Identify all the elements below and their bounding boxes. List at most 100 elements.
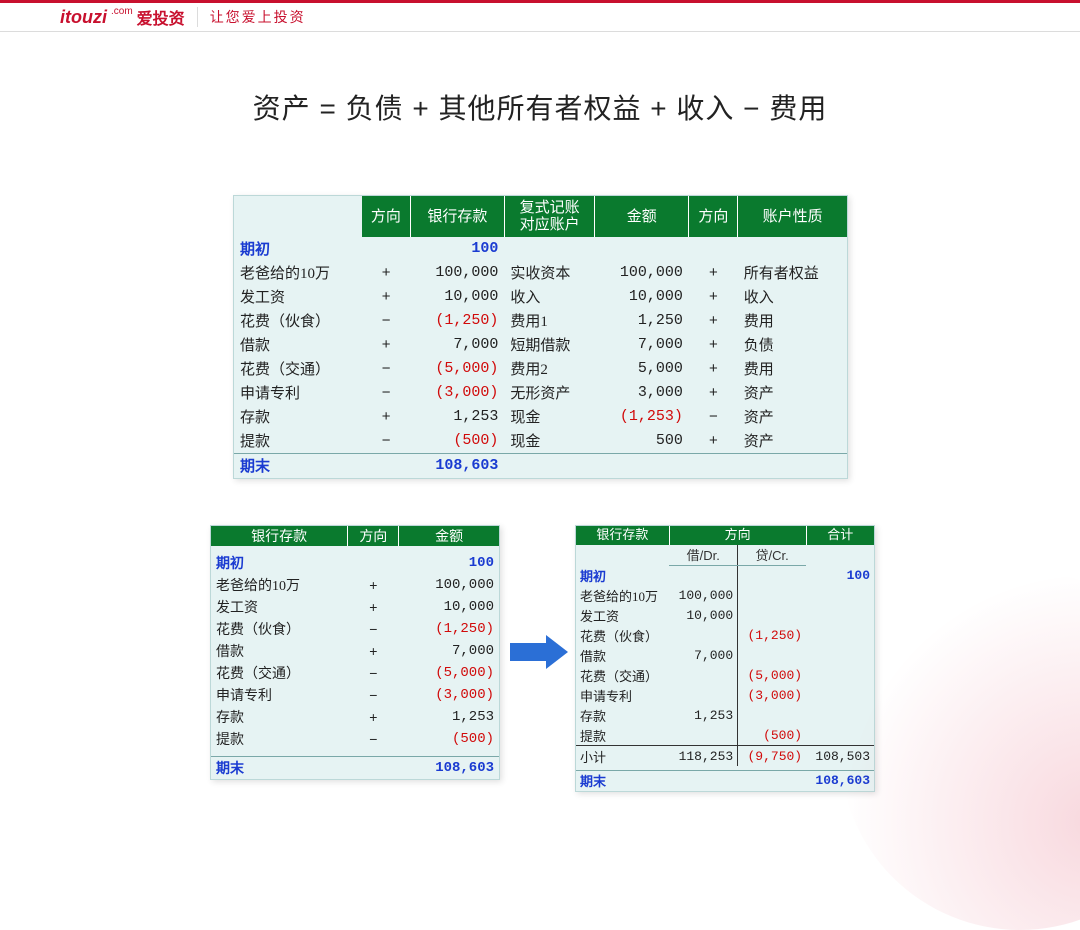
dir: − [348, 728, 399, 750]
dir: − [348, 662, 399, 684]
col-bank: 银行存款 [410, 196, 504, 237]
logo-text: itouzi [60, 7, 107, 28]
opening-row: 期初 100 [211, 552, 499, 574]
table-row: 发工资+10,000 [211, 596, 499, 618]
arrow-icon [510, 635, 570, 669]
col-amt: 金额 [399, 526, 499, 546]
table-row: 存款1,253 [576, 705, 874, 725]
credit: (500) [738, 725, 806, 746]
row-label: 借款 [234, 333, 362, 357]
dir: + [348, 640, 399, 662]
dir2: + [689, 261, 738, 285]
acct-nature: 资产 [738, 381, 847, 405]
bank-amount: (3,000) [410, 381, 504, 405]
row-label: 申请专利 [234, 381, 362, 405]
credit [738, 605, 806, 625]
row-label: 老爸给的10万 [576, 585, 669, 605]
dir2: + [689, 429, 738, 454]
credit: (5,000) [738, 665, 806, 685]
bank-amount: 7,000 [410, 333, 504, 357]
opening-row: 期初 100 [234, 237, 847, 261]
counter-account: 短期借款 [504, 333, 594, 357]
acct-nature: 费用 [738, 357, 847, 381]
sub-cr: 贷/Cr. [738, 545, 806, 566]
row-label: 存款 [576, 705, 669, 725]
table-row: 花费（交通）−(5,000)费用25,000+费用 [234, 357, 847, 381]
table-row: 花费（伙食）−(1,250) [211, 618, 499, 640]
subtotal-row: 小计 118,253 (9,750) 108,503 [576, 746, 874, 767]
dir: − [348, 684, 399, 706]
dir2: + [689, 309, 738, 333]
opening-label: 期初 [576, 565, 669, 585]
table-row: 借款7,000 [576, 645, 874, 665]
row-label: 提款 [234, 429, 362, 454]
col-bank: 银行存款 [211, 526, 348, 546]
col-amt: 金额 [595, 196, 689, 237]
col-dir1: 方向 [362, 196, 410, 237]
row-label: 花费（交通） [234, 357, 362, 381]
table-row: 申请专利−(3,000) [211, 684, 499, 706]
credit: (1,250) [738, 625, 806, 645]
logo-com: .com [111, 6, 133, 17]
table-row: 老爸给的10万100,000 [576, 585, 874, 605]
counter-account: 费用1 [504, 309, 594, 333]
amount: 10,000 [399, 596, 499, 618]
amount: (500) [399, 728, 499, 750]
acct-nature: 资产 [738, 405, 847, 429]
table-row: 发工资+10,000收入10,000+收入 [234, 285, 847, 309]
bank-amount: (500) [410, 429, 504, 454]
col-dir: 方向 [669, 526, 806, 545]
sub-dr: 借/Dr. [669, 545, 737, 566]
dir1: − [362, 381, 410, 405]
bank-amount: 100,000 [410, 261, 504, 285]
counter-account: 现金 [504, 429, 594, 454]
amount: (1,253) [595, 405, 689, 429]
col-acct: 复式记账 对应账户 [504, 196, 594, 237]
credit [738, 645, 806, 665]
opening-value: 100 [410, 237, 504, 261]
table-row: 提款 (500) [576, 725, 874, 746]
dir1: − [362, 357, 410, 381]
row-label: 花费（伙食） [234, 309, 362, 333]
row-label: 存款 [211, 706, 348, 728]
counter-account: 现金 [504, 405, 594, 429]
dir2: + [689, 357, 738, 381]
subtotal-label: 小计 [576, 746, 669, 767]
dir: + [348, 596, 399, 618]
row-label: 提款 [576, 725, 669, 746]
acct-nature: 收入 [738, 285, 847, 309]
table-row: 存款+1,253现金(1,253)−资产 [234, 405, 847, 429]
table-row: 申请专利−(3,000)无形资产3,000+资产 [234, 381, 847, 405]
table-row: 花费（伙食）−(1,250)费用11,250+费用 [234, 309, 847, 333]
debit: 1,253 [669, 705, 737, 725]
t-account-table: 银行存款 方向 合计 借/Dr. 贷/Cr. 期初 100 老爸给的10万100… [575, 525, 875, 792]
amount: (3,000) [399, 684, 499, 706]
bank-amount: 1,253 [410, 405, 504, 429]
amount: 3,000 [595, 381, 689, 405]
opening-row: 期初 100 [576, 565, 874, 585]
debit [669, 685, 737, 705]
sub-header-row: 借/Dr. 贷/Cr. [576, 545, 874, 566]
dir: + [348, 706, 399, 728]
closing-value: 108,603 [399, 756, 499, 779]
amount: 10,000 [595, 285, 689, 309]
row-label: 花费（交通） [576, 665, 669, 685]
col-dir2: 方向 [689, 196, 738, 237]
table-row: 发工资10,000 [576, 605, 874, 625]
amount: 100,000 [399, 574, 499, 596]
table-row: 提款−(500) [211, 728, 499, 750]
row-label: 提款 [211, 728, 348, 750]
debit [669, 665, 737, 685]
table-row: 花费（交通） (5,000) [576, 665, 874, 685]
credit: (3,000) [738, 685, 806, 705]
dir2: − [689, 405, 738, 429]
dir1: − [362, 309, 410, 333]
amount: (1,250) [399, 618, 499, 640]
table-row: 存款+1,253 [211, 706, 499, 728]
row-label: 借款 [576, 645, 669, 665]
row-label: 老爸给的10万 [234, 261, 362, 285]
table-row: 花费（交通）−(5,000) [211, 662, 499, 684]
amount: 7,000 [595, 333, 689, 357]
closing-label: 期末 [211, 756, 348, 779]
closing-row: 期末 108,603 [234, 453, 847, 478]
